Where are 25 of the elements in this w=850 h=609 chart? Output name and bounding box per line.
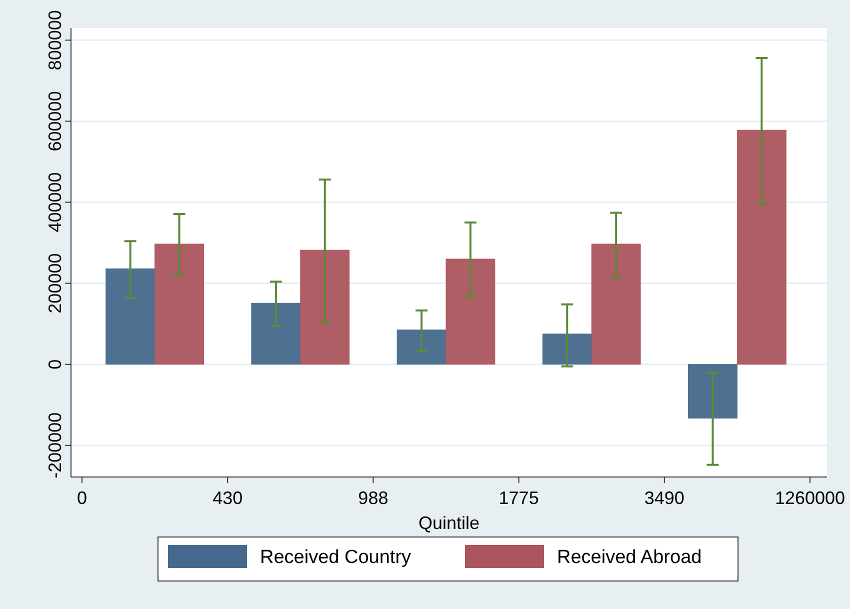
legend-label: Received Abroad bbox=[557, 547, 702, 568]
x-tick-label: 1775 bbox=[498, 488, 539, 508]
legend-label: Received Country bbox=[260, 547, 412, 568]
y-tick-label: 0 bbox=[45, 359, 65, 370]
y-tick-label: 200000 bbox=[45, 253, 65, 314]
bar bbox=[736, 130, 786, 365]
bar bbox=[688, 364, 738, 418]
bar bbox=[591, 244, 641, 365]
y-tick-label: 800000 bbox=[45, 10, 65, 70]
y-tick-label: 400000 bbox=[45, 172, 65, 232]
bar bbox=[251, 302, 301, 365]
y-tick-label: -200000 bbox=[45, 412, 65, 478]
x-tick-label: 430 bbox=[212, 488, 243, 508]
bar bbox=[154, 244, 204, 365]
bar bbox=[542, 334, 592, 365]
y-tick-label: 600000 bbox=[45, 91, 65, 152]
x-tick-label: 3490 bbox=[644, 488, 684, 508]
bar bbox=[446, 258, 496, 365]
x-axis-title: Quintile bbox=[418, 513, 480, 533]
x-tick-label: 0 bbox=[76, 488, 88, 508]
x-tick-label: 1260000 bbox=[774, 488, 846, 508]
bar bbox=[300, 250, 350, 365]
x-tick-label: 988 bbox=[358, 488, 388, 508]
bar bbox=[396, 330, 446, 365]
bar bbox=[106, 268, 156, 365]
